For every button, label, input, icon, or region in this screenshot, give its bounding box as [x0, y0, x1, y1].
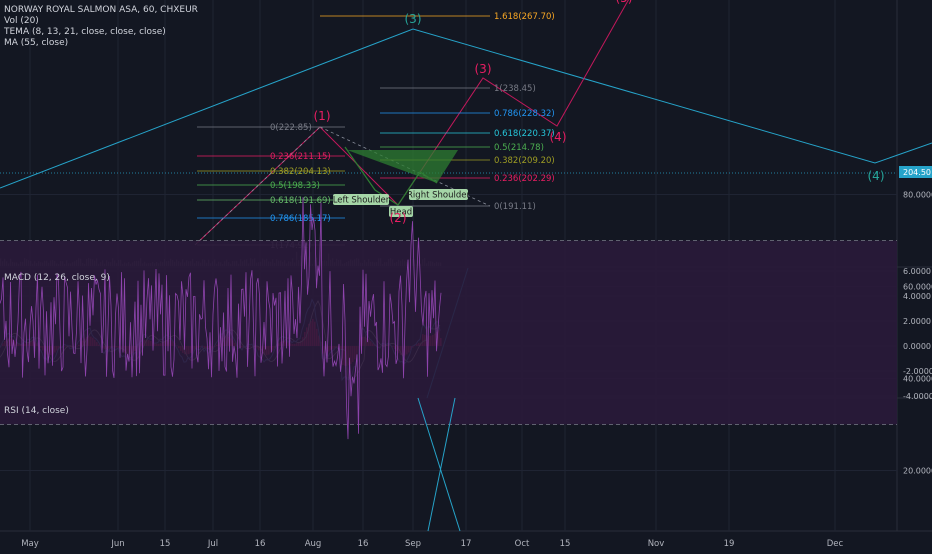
legend-rsi-label[interactable]: RSI (14, close) [4, 406, 69, 416]
wave-label: (1) [314, 109, 331, 123]
x-tick-label: 15 [160, 539, 171, 549]
x-tick-label: 16 [358, 539, 369, 549]
x-tick-label: 15 [560, 539, 571, 549]
fib-level-label: 1.618(267.70) [494, 12, 555, 22]
x-tick-label: Sep [405, 539, 421, 549]
fib-level-label: 0(222.85) [270, 123, 312, 133]
x-tick-label: Jun [110, 539, 124, 549]
fib-level-label: 1(238.45) [494, 84, 536, 94]
wave-label: (3) [405, 12, 422, 26]
macd-tick-label: 2.0000 [903, 317, 931, 326]
macd-tick-label: -2.0000 [903, 367, 932, 376]
legend-ma[interactable]: MA (55, close) [4, 38, 69, 48]
wave-path [194, 0, 629, 246]
rsi-trendline [427, 397, 456, 532]
rsi-tick-label: 20.0000 [903, 467, 932, 476]
legend-vol[interactable]: Vol (20) [4, 16, 39, 26]
rsi-tick-label: 60.0000 [903, 283, 932, 292]
current-price-label: 204.50 [903, 168, 931, 177]
current-price-badge [899, 166, 932, 178]
wave-label: (4) [868, 169, 885, 183]
rsi-trendline [417, 397, 461, 532]
x-tick-label: 17 [461, 539, 472, 549]
macd-tick-label: 6.0000 [903, 267, 931, 276]
macd-tick-label: 4.0000 [903, 292, 931, 301]
wave-label: (2) [390, 211, 407, 225]
shoulders-triangle [347, 150, 458, 183]
x-tick-label: Dec [827, 539, 844, 549]
left-shoulder-label-box [333, 194, 389, 205]
right-shoulder-label-box [409, 189, 468, 200]
legend-tema[interactable]: TEMA (8, 13, 21, close, close, close) [4, 27, 166, 37]
x-tick-label: 16 [255, 539, 266, 549]
rsi-tick-label: 40.0000 [903, 375, 932, 384]
fib-level-label: 0.618(220.37) [494, 129, 555, 139]
fib-level-label: 0.236(202.29) [494, 174, 555, 184]
rsi-band [0, 240, 897, 425]
fib-level-label: 0.382(209.20) [494, 156, 555, 166]
x-tick-label: Aug [305, 539, 322, 549]
fib-level-label: 0.786(228.32) [494, 109, 555, 119]
x-tick-label: May [21, 539, 39, 549]
right-shoulder-label: Right Shoulder [407, 191, 470, 201]
macd-tick-label: -4.0000 [903, 392, 932, 401]
legend-macd: MACD (12, 26, close, 9) [4, 273, 110, 284]
x-tick-label: 19 [724, 539, 735, 549]
head-label: Head [390, 208, 412, 218]
fib-level-label: 0(191.11) [494, 202, 536, 212]
x-tick-label: Jul [207, 539, 218, 549]
rsi-line [0, 197, 442, 440]
fib-level-label: 0.5(214.78) [494, 143, 544, 153]
fib-level-label: 0.5(198.33) [270, 181, 320, 191]
wave-triangle [0, 28, 932, 189]
fib-level-label: 0.236(211.15) [270, 152, 331, 162]
x-tick-label: Oct [515, 539, 530, 549]
left-shoulder-label: Left Shoulder [333, 196, 390, 206]
rsi-tick-label: 80.0000 [903, 191, 932, 200]
wave-label: (4) [550, 130, 567, 144]
macd-tick-label: 0.0000 [903, 342, 931, 351]
legend-macd-label[interactable]: MACD (12, 26, close, 9) [4, 273, 110, 283]
shoulders-path [344, 146, 438, 206]
head-label-box [389, 206, 413, 217]
wave-label: (3) [475, 62, 492, 76]
legend-main: NORWAY ROYAL SALMON ASA, 60, CHXEUR Vol … [4, 5, 198, 49]
legend-symbol[interactable]: NORWAY ROYAL SALMON ASA, 60, CHXEUR [4, 5, 198, 15]
fib-level-label: 0.786(185.17) [270, 214, 331, 224]
legend-rsi: RSI (14, close) [4, 406, 69, 417]
x-tick-label: Nov [648, 539, 665, 549]
fib-level-label: 0.382(204.13) [270, 167, 331, 177]
fib-level-label: 0.618(191.69) [270, 196, 331, 206]
fib-trend-line [194, 126, 321, 246]
wave-label: (5) [616, 0, 633, 5]
